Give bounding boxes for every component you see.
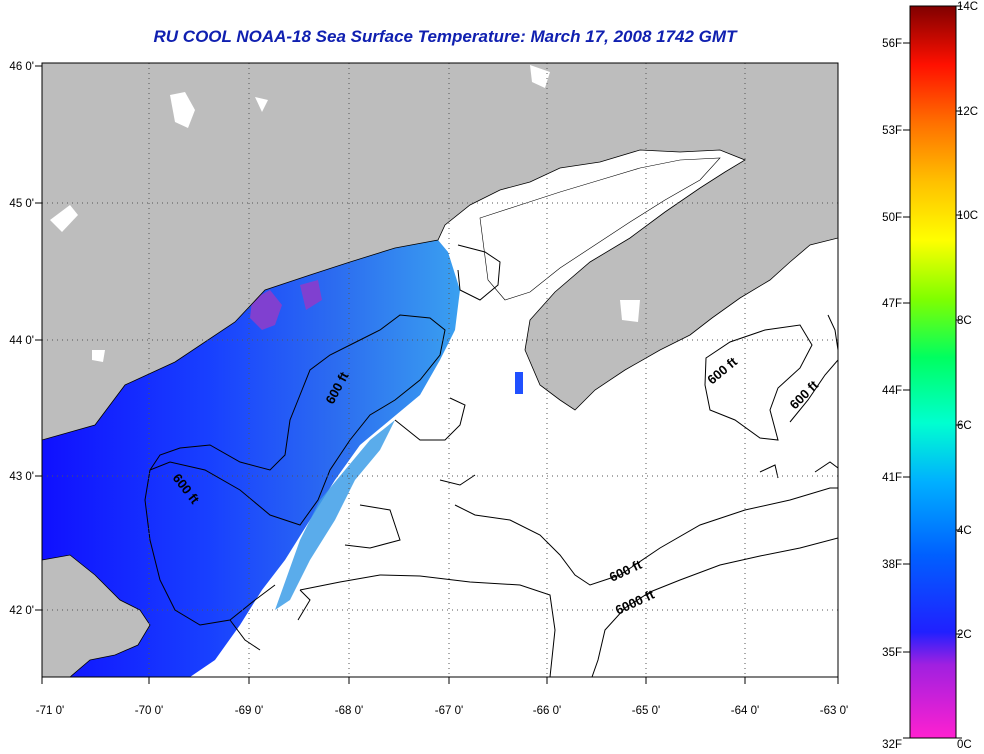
colorbar-c-label: 10C xyxy=(957,210,978,222)
colorbar-gradient xyxy=(909,5,957,739)
sst-purple-inlets xyxy=(250,290,282,330)
plot-frame xyxy=(41,62,839,678)
x-tick-label: -66 0' xyxy=(533,705,561,717)
chart-title: RU COOL NOAA-18 Sea Surface Temperature:… xyxy=(153,27,737,46)
y-tick-label: 44 0' xyxy=(9,335,34,347)
bathymetry-contours xyxy=(144,244,838,677)
land-cape-cod xyxy=(42,554,151,677)
y-tick-label: 43 0' xyxy=(9,471,34,483)
colorbar-c-label: 2C xyxy=(957,629,972,641)
x-tick-label: -68 0' xyxy=(335,705,363,717)
colorbar-c-label: 4C xyxy=(957,525,972,537)
colorbar-c-label: 12C xyxy=(957,106,978,118)
x-tick-label: -63 0' xyxy=(820,705,848,717)
colorbar-f-label: 32F xyxy=(882,739,902,751)
colorbar: 56F 53F 50F 47F 44F 41F 38F 35F 32F 14C … xyxy=(882,1,978,751)
x-tick-label: -67 0' xyxy=(435,705,463,717)
colorbar-f-label: 38F xyxy=(882,559,902,571)
x-tick-label: -71 0' xyxy=(36,705,64,717)
y-tick-label: 46 0' xyxy=(9,61,34,73)
colorbar-f-label: 35F xyxy=(882,647,902,659)
x-tick-label: -64 0' xyxy=(731,705,759,717)
land-new-england-canada xyxy=(42,63,838,441)
y-tick-label: 42 0' xyxy=(9,605,34,617)
colorbar-f-label: 56F xyxy=(882,38,902,50)
colorbar-f-label: 50F xyxy=(882,212,902,224)
x-tick-label: -65 0' xyxy=(632,705,660,717)
colorbar-c-label: 8C xyxy=(957,315,972,327)
axis-ticks xyxy=(35,65,839,684)
x-tick-label: -70 0' xyxy=(135,705,163,717)
sst-speckle-fringe xyxy=(275,420,395,610)
colorbar-c-label: 14C xyxy=(957,1,978,13)
colorbar-f-label: 47F xyxy=(882,298,902,310)
x-tick-label: -69 0' xyxy=(235,705,263,717)
y-tick-label: 45 0' xyxy=(9,198,34,210)
colorbar-c-label: 0C xyxy=(957,739,972,751)
colorbar-f-label: 44F xyxy=(882,385,902,397)
colorbar-f-label: 53F xyxy=(882,125,902,137)
colorbar-c-label: 6C xyxy=(957,420,972,432)
sst-patch-nova-scotia xyxy=(515,372,523,394)
colorbar-f-label: 41F xyxy=(882,472,902,484)
bay-of-fundy xyxy=(479,157,721,301)
sst-data-region xyxy=(42,240,460,677)
